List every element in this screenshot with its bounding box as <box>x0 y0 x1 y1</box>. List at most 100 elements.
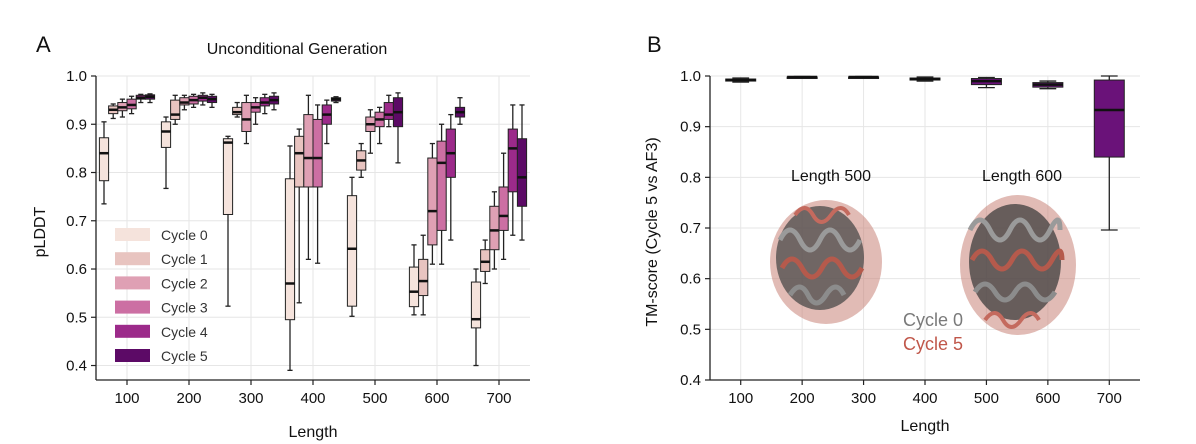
panel-b-xlabel: Length <box>901 418 950 435</box>
panel-a-box-cycle-2 <box>303 94 314 261</box>
panel-a-box-cycle-0 <box>98 121 110 205</box>
panel-a-legend: Cycle 0 Cycle 1 Cycle 2 Cycle 3 Cycle 4 Cycle… <box>115 227 208 364</box>
panel-a-xtick-label: 700 <box>486 390 511 407</box>
legend-label-cycle-5: Cycle 5 <box>161 348 208 364</box>
panel-a-axes: 0.4 0.5 0.6 0.7 0.8 0.9 1.0 100 200 300 400 500 600 7… <box>66 68 530 407</box>
panel-a-box-cycle-1 <box>418 234 429 316</box>
panel-a-box-cycle-4 <box>135 93 146 104</box>
panel-a-box-cycle-5 <box>392 92 404 164</box>
panel-b-xtick-label: 600 <box>1035 390 1060 407</box>
panel-a-box-cycle-5 <box>268 92 280 111</box>
panel-b-ylabel: TM-score (Cycle 5 vs AF3) <box>644 137 661 326</box>
panel-a-ylabel: pLDDT <box>32 206 49 257</box>
panel-a-xtick-label: 200 <box>176 390 201 407</box>
panel-a-box-cycle-1 <box>108 103 119 120</box>
panel-a-box-cycle-5 <box>454 97 466 125</box>
legend-swatch-cycle-4 <box>115 324 150 338</box>
panel-b-xtick-label: 500 <box>974 390 999 407</box>
panel-b-axes: 0.4 0.5 0.6 0.7 0.8 0.9 1.0 100 200 300 400 500 600 7… <box>680 68 1140 407</box>
panel-a-box-cycle-3 <box>374 106 385 145</box>
panel-b-xtick-label: 200 <box>790 390 815 407</box>
panel-b-ytick-label: 0.7 <box>680 220 701 237</box>
panel-b-ytick-label: 0.5 <box>680 321 701 338</box>
panel-a-box-cycle-2 <box>427 142 438 265</box>
legend-label-cycle-3: Cycle 3 <box>161 300 208 316</box>
panel-a-box-cycle-0 <box>160 116 172 190</box>
panel-a-box-cycle-3 <box>188 93 199 109</box>
panel-b-box-500 <box>970 76 1002 89</box>
panel-a-box-cycle-5 <box>144 93 156 104</box>
panel-a-ytick-label: 0.5 <box>66 309 87 326</box>
legend-swatch-cycle-3 <box>115 300 150 314</box>
panel-a-box-cycle-2 <box>117 98 128 118</box>
panel-a-box-cycle-5 <box>330 96 342 104</box>
panel-a-xtick-label: 100 <box>114 390 139 407</box>
legend-swatch-cycle-2 <box>115 276 150 290</box>
panel-b-xtick-label: 300 <box>851 390 876 407</box>
legend-swatch-cycle-5 <box>115 349 150 362</box>
panel-b-box-100 <box>725 77 757 83</box>
panel-a-box-cycle-1 <box>232 101 243 118</box>
panel-a-box-cycle-2 <box>241 94 252 145</box>
panel-b-box-700 <box>1093 75 1125 231</box>
panel-b-boxes <box>725 75 1125 231</box>
panel-a-box-cycle-0 <box>222 135 234 307</box>
panel-letter-a: A <box>36 32 51 57</box>
annotation-length-600: Length 600 <box>982 168 1062 185</box>
panel-b-ytick-label: 0.8 <box>680 169 701 186</box>
panel-a-ytick-label: 0.8 <box>66 165 87 182</box>
panel-a-title: Unconditional Generation <box>207 41 388 58</box>
panel-a-box-cycle-4 <box>383 94 394 128</box>
panel-b-xtick-label: 100 <box>728 390 753 407</box>
panel-b-xtick-label: 700 <box>1097 390 1122 407</box>
panel-a-box-cycle-3 <box>498 152 509 261</box>
panel-a-xtick-label: 400 <box>300 390 325 407</box>
panel-b-chart: 0.4 0.5 0.6 0.7 0.8 0.9 1.0 100 200 300 400 500 600 7… <box>644 68 1140 435</box>
panel-a-box-cycle-1 <box>170 94 181 125</box>
panel-a-box-cycle-5 <box>516 104 528 241</box>
panel-b-box-300 <box>848 75 880 80</box>
panel-letter-b: B <box>647 32 662 57</box>
panel-a-box-cycle-5 <box>206 93 218 109</box>
panel-a-box-cycle-2 <box>179 94 190 111</box>
panel-b-box-600 <box>1032 80 1064 90</box>
panel-a-ytick-label: 0.6 <box>66 261 87 278</box>
panel-a-box-cycle-3 <box>250 97 261 125</box>
panel-a-xlabel: Length <box>289 424 338 441</box>
panel-a-box-cycle-1 <box>294 128 305 304</box>
panel-a-xtick-label: 500 <box>362 390 387 407</box>
panel-b-ytick-label: 0.4 <box>680 372 701 389</box>
panel-a-box-cycle-1 <box>480 239 491 285</box>
panel-a-xtick-label: 300 <box>238 390 263 407</box>
panel-a-box-cycle-4 <box>445 113 456 241</box>
panel-a-box-cycle-4 <box>507 104 518 236</box>
panel-a-box-cycle-0 <box>284 145 296 371</box>
panel-a-boxes <box>98 92 528 371</box>
panel-b-ytick-label: 0.6 <box>680 271 701 288</box>
legend-label-cycle-4: Cycle 4 <box>161 324 208 340</box>
panel-a-box-cycle-4 <box>259 93 270 115</box>
panel-a-box-cycle-2 <box>489 191 500 270</box>
panel-b-box-200 <box>786 75 818 80</box>
panel-b-xtick-label: 400 <box>912 390 937 407</box>
overlay-legend-cycle-0: Cycle 0 <box>903 310 963 330</box>
panel-a-ytick-label: 0.7 <box>66 213 87 230</box>
protein-structure-500-image <box>770 200 882 324</box>
overlay-legend-cycle-5: Cycle 5 <box>903 334 963 354</box>
panel-a-box-cycle-0 <box>408 244 420 316</box>
panel-a-box-cycle-4 <box>321 99 332 145</box>
panel-a-ytick-label: 0.9 <box>66 116 87 133</box>
legend-label-cycle-2: Cycle 2 <box>161 275 208 291</box>
panel-a-chart: Unconditional Generation 0.4 0.5 0.6 0.7 0.8… <box>32 41 530 441</box>
annotation-length-500: Length 500 <box>791 168 871 185</box>
legend-swatch-cycle-0 <box>115 228 150 241</box>
panel-a-box-cycle-0 <box>470 268 482 367</box>
panel-a-box-cycle-1 <box>356 142 367 178</box>
panel-a-box-cycle-0 <box>346 176 358 317</box>
panel-a-xtick-label: 600 <box>424 390 449 407</box>
panel-a-ytick-label: 1.0 <box>66 68 87 85</box>
protein-structure-600-image <box>960 195 1076 335</box>
panel-a-box-cycle-3 <box>312 104 323 264</box>
legend-label-cycle-1: Cycle 1 <box>161 251 208 267</box>
